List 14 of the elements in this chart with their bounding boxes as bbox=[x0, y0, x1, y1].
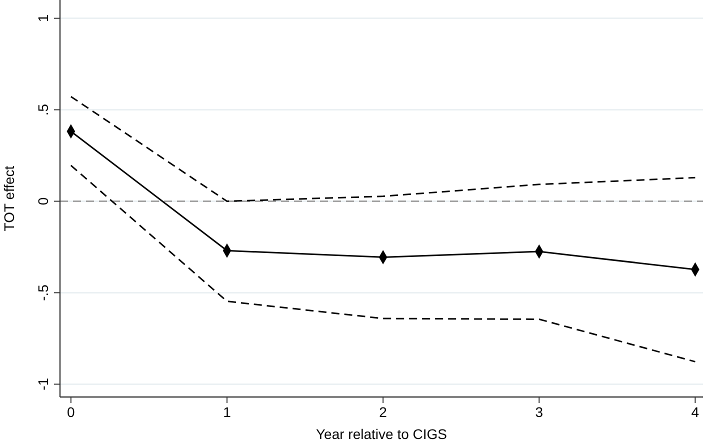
line-series bbox=[70, 96, 696, 202]
y-tick-label: 0 bbox=[35, 197, 51, 206]
y-tick-label: 1 bbox=[35, 14, 51, 22]
y-tick-label: .5 bbox=[35, 104, 51, 116]
line-series bbox=[70, 164, 696, 362]
x-tick-label: 1 bbox=[223, 404, 232, 420]
x-tick-label: 4 bbox=[691, 404, 700, 420]
y-tick-label: -1 bbox=[35, 378, 51, 390]
y-axis-title: TOT effect bbox=[1, 166, 17, 232]
y-tick-label: -.5 bbox=[35, 284, 51, 301]
x-tick-label: 0 bbox=[67, 404, 76, 420]
x-tick-label: 3 bbox=[535, 404, 544, 420]
x-axis-title: Year relative to CIGS bbox=[316, 426, 447, 442]
x-tick-label: 2 bbox=[379, 404, 388, 420]
